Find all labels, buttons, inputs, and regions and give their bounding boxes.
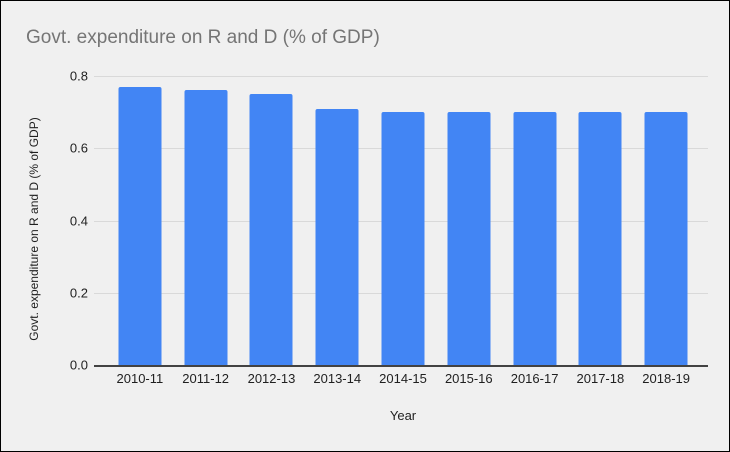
chart-title: Govt. expenditure on R and D (% of GDP)	[26, 27, 380, 48]
bar-slot	[502, 76, 568, 365]
bar-slot	[633, 76, 699, 365]
bar-2011-12[interactable]	[184, 90, 228, 365]
bar-2016-17[interactable]	[513, 112, 557, 365]
y-axis-title: Govt. expenditure on R and D (% of GDP)	[27, 117, 41, 341]
bar-slot	[107, 76, 173, 365]
x-tick-label: 2016-17	[510, 371, 559, 386]
y-tick-label: 0.2	[69, 285, 88, 301]
bar-2015-16[interactable]	[447, 112, 491, 365]
bar-2010-11[interactable]	[118, 86, 162, 365]
gridline	[94, 76, 708, 77]
bar-2013-14[interactable]	[315, 108, 359, 365]
x-tick-label: 2012-13	[247, 371, 296, 386]
x-tick-label: 2018-19	[642, 371, 690, 386]
x-tick-label: 2015-16	[444, 371, 493, 386]
y-tick-label: 0.0	[69, 357, 88, 373]
bar-series	[107, 76, 699, 365]
bar-slot	[173, 76, 239, 365]
bar-slot	[370, 76, 436, 365]
y-tick-label: 0.8	[69, 68, 88, 84]
bar-slot	[567, 76, 633, 365]
x-axis-title: Year	[389, 408, 417, 423]
y-tick-label: 0.4	[69, 213, 88, 228]
bar-slot	[436, 76, 502, 365]
y-tick-label: 0.6	[69, 140, 88, 156]
x-tick-label: 2011-12	[182, 371, 230, 386]
bar-2014-15[interactable]	[381, 112, 425, 365]
x-tick-label: 2010-11	[116, 371, 164, 386]
x-tick-label: 2017-18	[576, 371, 625, 386]
bar-2018-19[interactable]	[644, 112, 688, 365]
bar-slot	[239, 76, 305, 365]
x-tick-label: 2014-15	[379, 371, 427, 386]
bar-2017-18[interactable]	[578, 112, 622, 365]
x-axis-line	[94, 365, 708, 367]
bar-2012-13[interactable]	[249, 94, 293, 365]
x-tick-label: 2013-14	[313, 371, 362, 386]
x-axis-tick-labels: 2010-11 2011-12 2012-13 2013-14 2014-15 2015-…	[107, 371, 699, 386]
bar-slot	[304, 76, 370, 365]
